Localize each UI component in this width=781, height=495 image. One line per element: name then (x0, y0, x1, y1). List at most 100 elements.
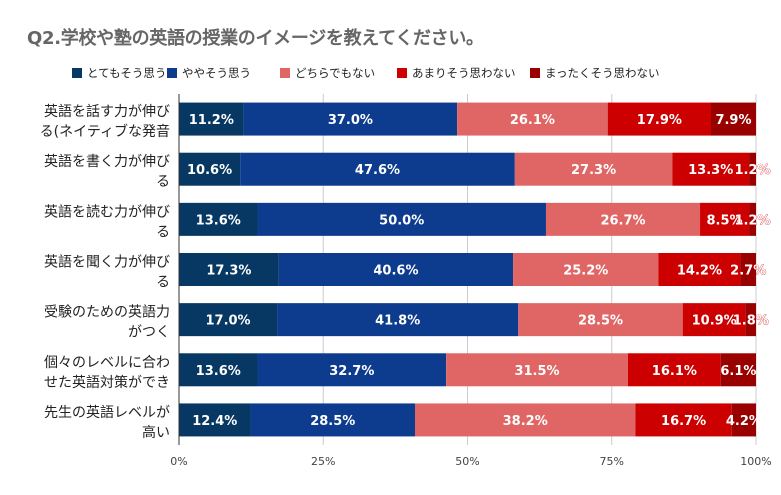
bar-segment-0-2 (457, 102, 608, 136)
data-label-3-1: 40.6% (373, 264, 418, 279)
data-label-4-1: 41.8% (375, 314, 420, 329)
bar-segment-2-1 (257, 202, 546, 236)
data-label-2-4: 1.2% (735, 213, 771, 228)
category-label-5-1: せた英語対策ができ (44, 374, 170, 391)
data-label-2-2: 26.7% (600, 213, 645, 228)
data-label-0-0: 11.2% (189, 113, 234, 128)
data-label-0-2: 26.1% (510, 113, 555, 128)
bar-segment-1-4 (749, 152, 756, 186)
legend-label-3: あまりそう思わない (412, 66, 516, 80)
bar-segment-6-2 (414, 403, 636, 437)
bar-segment-1-1 (240, 152, 515, 186)
data-label-2-3: 8.5% (707, 213, 743, 228)
bar-segment-1-3 (672, 152, 750, 186)
category-label-4-0: 受験のための英語力 (44, 304, 170, 321)
data-label-1-4: 1.2% (735, 163, 771, 178)
bar-segment-2-2 (545, 202, 701, 236)
bar-segment-2-3 (700, 202, 750, 236)
bar-segment-2-0 (179, 202, 258, 236)
bar-segment-6-0 (179, 403, 251, 437)
data-label-6-3: 16.7% (661, 414, 706, 429)
bar-segment-0-1 (243, 102, 458, 136)
category-label-5-0: 個々のレベルに合わ (44, 355, 170, 371)
bar-segment-5-0 (179, 353, 258, 387)
bar-segment-3-2 (513, 253, 659, 286)
data-label-4-3: 10.9% (692, 314, 737, 329)
legend-label-1: ややそう思う (182, 66, 251, 80)
data-label-0-1: 37.0% (328, 113, 373, 128)
legend-swatch-0 (72, 68, 82, 78)
category-label-1-0: 英語を書く力が伸び (44, 153, 170, 170)
bar-segment-4-4 (745, 303, 756, 337)
legend-swatch-3 (397, 68, 407, 78)
bar-segment-6-1 (250, 403, 415, 437)
bar-segment-4-2 (518, 303, 683, 337)
category-label-6-1: 高い (142, 424, 170, 441)
data-label-0-4: 7.9% (715, 113, 751, 128)
category-label-6-0: 先生の英語レベルが (44, 404, 170, 421)
data-label-1-2: 27.3% (571, 163, 616, 178)
data-label-4-2: 28.5% (578, 314, 623, 329)
data-label-4-4: 1.8% (733, 314, 769, 329)
legend-label-2: どちらでもない (295, 66, 375, 80)
data-label-3-4: 2.7% (730, 264, 766, 279)
data-label-1-3: 13.3% (688, 163, 733, 178)
data-label-2-1: 50.0% (379, 213, 424, 228)
category-label-2-1: る (156, 224, 170, 240)
data-label-5-1: 32.7% (329, 364, 374, 379)
data-label-6-0: 12.4% (192, 414, 237, 429)
bar-segment-6-3 (635, 403, 732, 437)
bar-segment-2-4 (749, 202, 756, 236)
bar-segment-5-1 (257, 353, 447, 387)
data-label-3-0: 17.3% (206, 264, 251, 279)
bar-segment-3-4 (740, 253, 756, 286)
bar-segment-1-0 (179, 152, 241, 186)
bar-segment-3-0 (179, 253, 279, 286)
bar-segment-5-2 (446, 353, 628, 387)
bar-segment-0-0 (179, 102, 244, 136)
bar-segment-4-3 (682, 303, 746, 337)
data-label-1-1: 47.6% (355, 163, 400, 178)
data-label-0-3: 17.9% (637, 113, 682, 128)
bar-segment-6-4 (731, 403, 756, 437)
category-label-0-1: る(ネイティブな発音 (40, 123, 170, 140)
data-label-6-1: 28.5% (310, 414, 355, 429)
category-label-0-0: 英語を話す力が伸び (44, 103, 170, 120)
bar-segment-3-1 (278, 253, 514, 286)
data-label-5-4: 6.1% (720, 364, 756, 379)
chart-title: Q2.学校や塾の英語の授業のイメージを教えてください。 (27, 28, 484, 49)
bar-segment-1-2 (514, 152, 673, 186)
legend-swatch-1 (167, 68, 177, 78)
bar-segment-5-3 (627, 353, 721, 387)
data-label-5-0: 13.6% (196, 364, 241, 379)
bar-segment-4-0 (179, 303, 278, 337)
data-label-2-0: 13.6% (196, 213, 241, 228)
category-label-3-1: る (156, 275, 170, 291)
x-tick-label-4: 100% (740, 455, 771, 468)
category-label-1-1: る (156, 174, 170, 190)
data-label-3-3: 14.2% (677, 264, 722, 279)
legend-label-4: まったくそう思わない (545, 66, 660, 80)
legend-swatch-2 (280, 68, 290, 78)
x-tick-label-0: 0% (170, 455, 187, 468)
legend-label-0: とてもそう思う (87, 66, 166, 80)
x-tick-label-2: 50% (455, 455, 479, 468)
category-label-3-0: 英語を聞く力が伸び (44, 254, 170, 271)
data-label-6-2: 38.2% (503, 414, 548, 429)
data-label-6-4: 4.2% (726, 414, 762, 429)
x-tick-label-1: 25% (311, 455, 335, 468)
data-label-4-0: 17.0% (205, 314, 250, 329)
data-label-5-2: 31.5% (514, 364, 559, 379)
category-label-2-0: 英語を読む力が伸び (44, 203, 170, 220)
bar-segment-4-1 (277, 303, 519, 337)
bar-segment-0-4 (710, 102, 756, 136)
bar-segment-0-3 (607, 102, 711, 136)
x-tick-label-3: 75% (600, 455, 624, 468)
category-label-4-1: がつく (128, 325, 170, 341)
data-label-1-0: 10.6% (187, 163, 232, 178)
bar-segment-5-4 (720, 353, 756, 387)
data-label-3-2: 25.2% (563, 264, 608, 279)
data-label-5-3: 16.1% (652, 364, 697, 379)
